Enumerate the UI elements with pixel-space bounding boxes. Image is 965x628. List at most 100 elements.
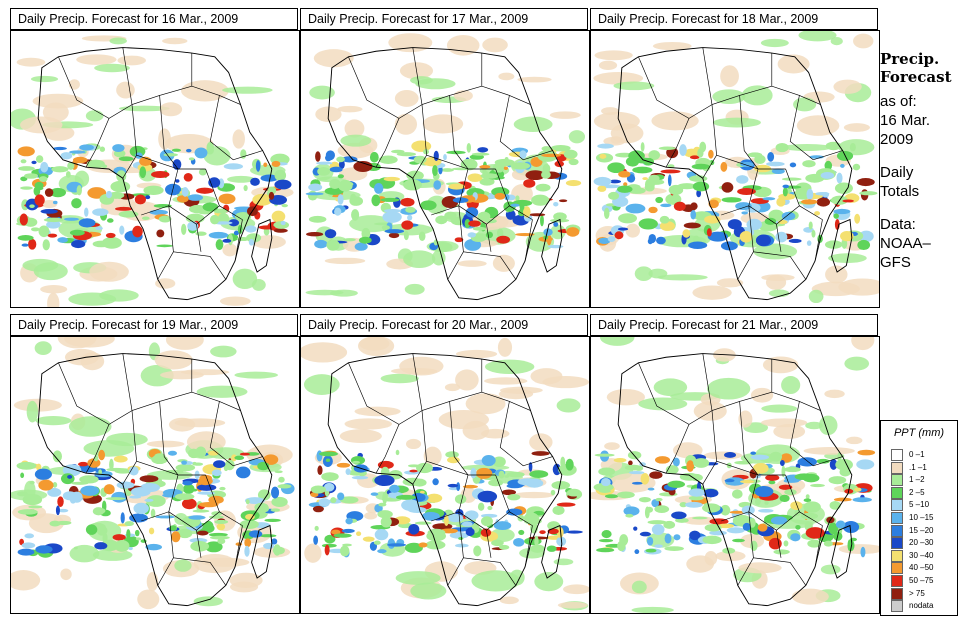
legend-label: 30 –40 <box>909 550 934 560</box>
country-border <box>196 530 202 558</box>
country-border <box>458 474 510 531</box>
panel-title: Daily Precip. Forecast for 17 Mar., 2009 <box>300 8 588 30</box>
madagascar-outline <box>251 524 273 579</box>
country-border <box>481 359 531 411</box>
legend-swatch <box>891 549 903 562</box>
legend-label: 5 –10 <box>909 500 930 510</box>
madagascar-outline <box>541 524 563 579</box>
legend-label: 1 –2 <box>909 475 925 485</box>
legend-label: nodata <box>909 601 934 611</box>
country-border <box>638 362 713 425</box>
panel-title: Daily Precip. Forecast for 20 Mar., 2009 <box>300 314 588 336</box>
legend-swatch <box>891 587 903 600</box>
country-border <box>463 557 517 586</box>
country-border <box>449 95 496 170</box>
data-source-2: GFS <box>880 254 911 271</box>
country-border <box>638 56 713 119</box>
country-border <box>499 401 553 467</box>
country-border <box>799 511 823 568</box>
country-border <box>748 474 800 531</box>
legend-swatch <box>891 512 903 524</box>
legend-label: 0 –1 <box>909 450 925 459</box>
country-border <box>173 251 227 280</box>
map-svg <box>11 35 294 307</box>
daily-label: Daily <box>880 164 914 181</box>
map-svg <box>301 337 589 611</box>
legend-swatch <box>891 449 903 461</box>
precip-map <box>10 30 300 308</box>
map-svg <box>593 31 879 304</box>
country-border <box>716 154 759 216</box>
country-border <box>702 47 772 106</box>
forecast-panel-3: Daily Precip. Forecast for 18 Mar., 2009 <box>590 8 880 308</box>
forecast-panel-4: Daily Precip. Forecast for 19 Mar., 2009 <box>10 314 300 614</box>
precip-map <box>300 30 590 308</box>
country-border <box>58 56 133 119</box>
country-border <box>209 401 263 467</box>
panel-title: Daily Precip. Forecast for 16 Mar., 2009 <box>10 8 298 30</box>
country-border <box>375 424 400 474</box>
precip-map <box>590 30 880 308</box>
country-border <box>219 511 243 568</box>
country-border <box>771 359 821 411</box>
panel-title: Daily Precip. Forecast for 19 Mar., 2009 <box>10 314 298 336</box>
legend-title: PPT (mm) <box>893 427 945 439</box>
country-border <box>426 154 469 216</box>
forecast-panel-5: Daily Precip. Forecast for 20 Mar., 2009 <box>300 314 590 614</box>
precip-map <box>300 336 590 614</box>
country-border <box>412 47 482 106</box>
legend-swatch <box>891 486 903 499</box>
madagascar-outline <box>541 218 563 273</box>
country-border <box>348 56 423 119</box>
legend-swatch <box>891 524 903 537</box>
country-border <box>776 224 782 252</box>
country-border <box>463 251 517 280</box>
madagascar-outline <box>251 218 273 273</box>
country-border <box>173 557 227 586</box>
country-border <box>776 530 782 558</box>
legend-swatch <box>891 562 903 575</box>
data-label: Data: <box>880 216 916 233</box>
legend-swatch <box>891 499 903 512</box>
legend-label: 15 –20 <box>909 525 934 535</box>
panel-title: Daily Precip. Forecast for 18 Mar., 2009 <box>590 8 878 30</box>
country-border <box>771 53 821 105</box>
country-border <box>499 95 553 161</box>
legend-swatch <box>891 461 903 474</box>
rain-field <box>11 35 294 307</box>
country-border <box>799 205 823 262</box>
legend-label: 20 –30 <box>909 538 934 548</box>
panel-title: Daily Precip. Forecast for 21 Mar., 2009 <box>590 314 878 336</box>
country-border <box>789 95 843 161</box>
legend-label: 40 –50 <box>909 563 934 573</box>
country-border <box>739 95 786 170</box>
legend-swatch <box>891 537 903 550</box>
forecast-panel-2: Daily Precip. Forecast for 17 Mar., 2009 <box>300 8 590 308</box>
legend-label: 2 –5 <box>909 487 925 497</box>
rain-field <box>11 337 295 610</box>
country-border <box>509 511 533 568</box>
data-source-1: NOAA– <box>880 235 931 252</box>
country-border <box>168 474 220 531</box>
forecast-panel-6: Daily Precip. Forecast for 21 Mar., 2009 <box>590 314 880 614</box>
country-border <box>748 168 800 225</box>
map-svg <box>305 33 586 301</box>
rain-field <box>305 33 586 297</box>
country-border <box>458 168 510 225</box>
country-border <box>412 353 482 412</box>
country-border <box>159 401 206 476</box>
legend-swatch <box>891 474 903 487</box>
asof-date: 16 Mar. <box>880 112 931 129</box>
map-svg <box>11 337 295 610</box>
forecast-panel-1: Daily Precip. Forecast for 16 Mar., 2009 <box>10 8 300 308</box>
sidebar-info: Precip. Forecast as of: 16 Mar. 2009 Dai… <box>880 50 964 272</box>
rain-field <box>591 337 879 613</box>
country-border <box>447 511 464 586</box>
country-border <box>702 104 717 179</box>
africa-outline <box>617 353 853 607</box>
asof-label: as of: <box>880 93 917 110</box>
country-border <box>122 353 192 412</box>
legend-label: 10 –15 <box>909 513 934 522</box>
country-border <box>449 401 496 476</box>
precip-map <box>590 336 880 614</box>
